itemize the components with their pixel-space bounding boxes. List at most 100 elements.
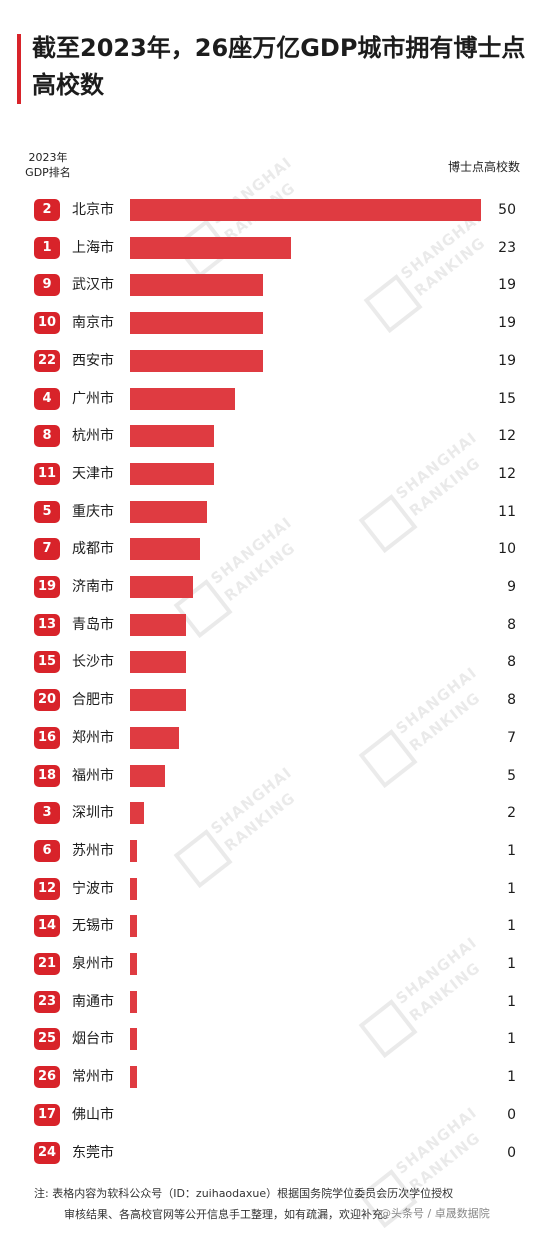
bar	[130, 877, 138, 900]
value-label: 11	[498, 503, 516, 520]
bar-row: 14 无锡市 1	[0, 907, 550, 945]
city-label: 天津市	[72, 465, 114, 482]
bar-row: 12 宁波市 1	[0, 870, 550, 908]
bar	[130, 312, 264, 335]
bar-row: 24 东莞市 0	[0, 1134, 550, 1172]
bar	[130, 915, 138, 938]
value-label: 50	[498, 202, 516, 218]
city-label: 武汉市	[72, 277, 114, 294]
bar-row: 23 南通市 1	[0, 983, 550, 1021]
gdp-rank-badge: 15	[34, 651, 60, 674]
value-label: 1	[507, 918, 516, 935]
bar	[130, 274, 264, 297]
bar	[130, 387, 236, 410]
bar	[130, 953, 138, 975]
gdp-rank-badge: 25	[34, 1028, 60, 1051]
value-label: 9	[507, 579, 516, 595]
bar	[130, 990, 138, 1013]
bar-row: 20 合肥市 8	[0, 681, 550, 719]
bar-row: 16 郑州市 7	[0, 719, 550, 757]
gdp-rank-badge: 4	[34, 387, 60, 410]
city-label: 常州市	[72, 1069, 114, 1086]
city-label: 广州市	[72, 390, 114, 407]
value-label: 8	[507, 616, 516, 633]
footnote-line-2: 审核结果、各高校官网等公开信息手工整理，如有疏漏，欢迎补充。	[64, 1208, 394, 1221]
chart-title: 截至2023年，26座万亿GDP城市拥有博士点高校数	[32, 34, 526, 99]
value-label: 12	[498, 465, 516, 482]
bar-row: 1 上海市 23	[0, 229, 550, 267]
gdp-rank-badge: 16	[34, 726, 60, 749]
bar-row: 4 广州市 15	[0, 380, 550, 418]
bar	[130, 651, 187, 674]
city-label: 泉州市	[72, 956, 114, 972]
bar-row: 19 济南市 9	[0, 568, 550, 606]
gdp-rank-badge: 9	[34, 274, 60, 297]
bar	[130, 538, 201, 561]
source-credit: @头条号 / 卓晟数据院	[380, 1207, 490, 1220]
bar-row: 26 常州市 1	[0, 1058, 550, 1096]
bar	[130, 764, 166, 787]
gdp-rank-badge: 8	[34, 425, 60, 448]
gdp-rank-badge: 21	[34, 953, 60, 975]
bar-row: 10 南京市 19	[0, 304, 550, 342]
city-label: 西安市	[72, 352, 114, 369]
city-label: 南通市	[72, 993, 114, 1010]
bar	[130, 500, 208, 523]
value-label: 1	[507, 956, 516, 972]
gdp-rank-badge: 1	[34, 236, 60, 259]
bar-row: 11 天津市 12	[0, 455, 550, 493]
city-label: 重庆市	[72, 503, 114, 520]
gdp-rank-badge: 3	[34, 802, 60, 825]
city-label: 深圳市	[72, 805, 114, 822]
value-label: 12	[498, 428, 516, 445]
bar-row: 25 烟台市 1	[0, 1020, 550, 1058]
gdp-rank-badge: 19	[34, 576, 60, 598]
gdp-rank-badge: 22	[34, 349, 60, 372]
city-label: 济南市	[72, 579, 114, 595]
bar	[130, 199, 481, 221]
bar	[130, 349, 264, 372]
city-label: 烟台市	[72, 1031, 114, 1048]
value-label: 1	[507, 993, 516, 1010]
bar-row: 7 成都市 10	[0, 530, 550, 568]
bar	[130, 1066, 138, 1089]
gdp-rank-badge: 11	[34, 462, 60, 485]
value-label: 8	[507, 692, 516, 709]
value-label: 0	[507, 1144, 516, 1161]
city-label: 青岛市	[72, 616, 114, 633]
gdp-rank-badge: 7	[34, 538, 60, 561]
bar-row: 6 苏州市 1	[0, 832, 550, 870]
value-label: 1	[507, 1069, 516, 1086]
bar-row: 18 福州市 5	[0, 757, 550, 795]
city-label: 长沙市	[72, 654, 114, 671]
rank-column-header: 2023年 GDP排名	[25, 151, 71, 179]
gdp-rank-badge: 24	[34, 1141, 60, 1164]
city-label: 合肥市	[72, 692, 114, 709]
gdp-rank-badge: 10	[34, 312, 60, 335]
footnote: 注: 表格内容为软科公众号（ID：zuihaodaxue）根据国务院学位委员会历…	[34, 1183, 534, 1225]
value-label: 8	[507, 654, 516, 671]
bar	[130, 425, 215, 448]
bar	[130, 726, 180, 749]
bar-row: 21 泉州市 1	[0, 945, 550, 983]
gdp-rank-badge: 2	[34, 199, 60, 221]
value-label: 2	[507, 805, 516, 822]
city-label: 杭州市	[72, 428, 114, 445]
gdp-rank-badge: 17	[34, 1103, 60, 1126]
gdp-rank-badge: 18	[34, 764, 60, 787]
gdp-rank-badge: 13	[34, 613, 60, 636]
bar	[130, 576, 194, 598]
city-label: 无锡市	[72, 918, 114, 935]
city-label: 北京市	[72, 202, 114, 218]
city-label: 南京市	[72, 315, 114, 332]
city-label: 苏州市	[72, 842, 114, 859]
bar-row: 3 深圳市 2	[0, 794, 550, 832]
gdp-rank-badge: 14	[34, 915, 60, 938]
city-label: 福州市	[72, 767, 114, 784]
city-label: 佛山市	[72, 1106, 114, 1123]
bar-row: 5 重庆市 11	[0, 493, 550, 531]
title-accent	[17, 34, 21, 104]
gdp-rank-badge: 6	[34, 839, 60, 862]
top-bar	[0, 0, 550, 22]
bar	[130, 613, 187, 636]
